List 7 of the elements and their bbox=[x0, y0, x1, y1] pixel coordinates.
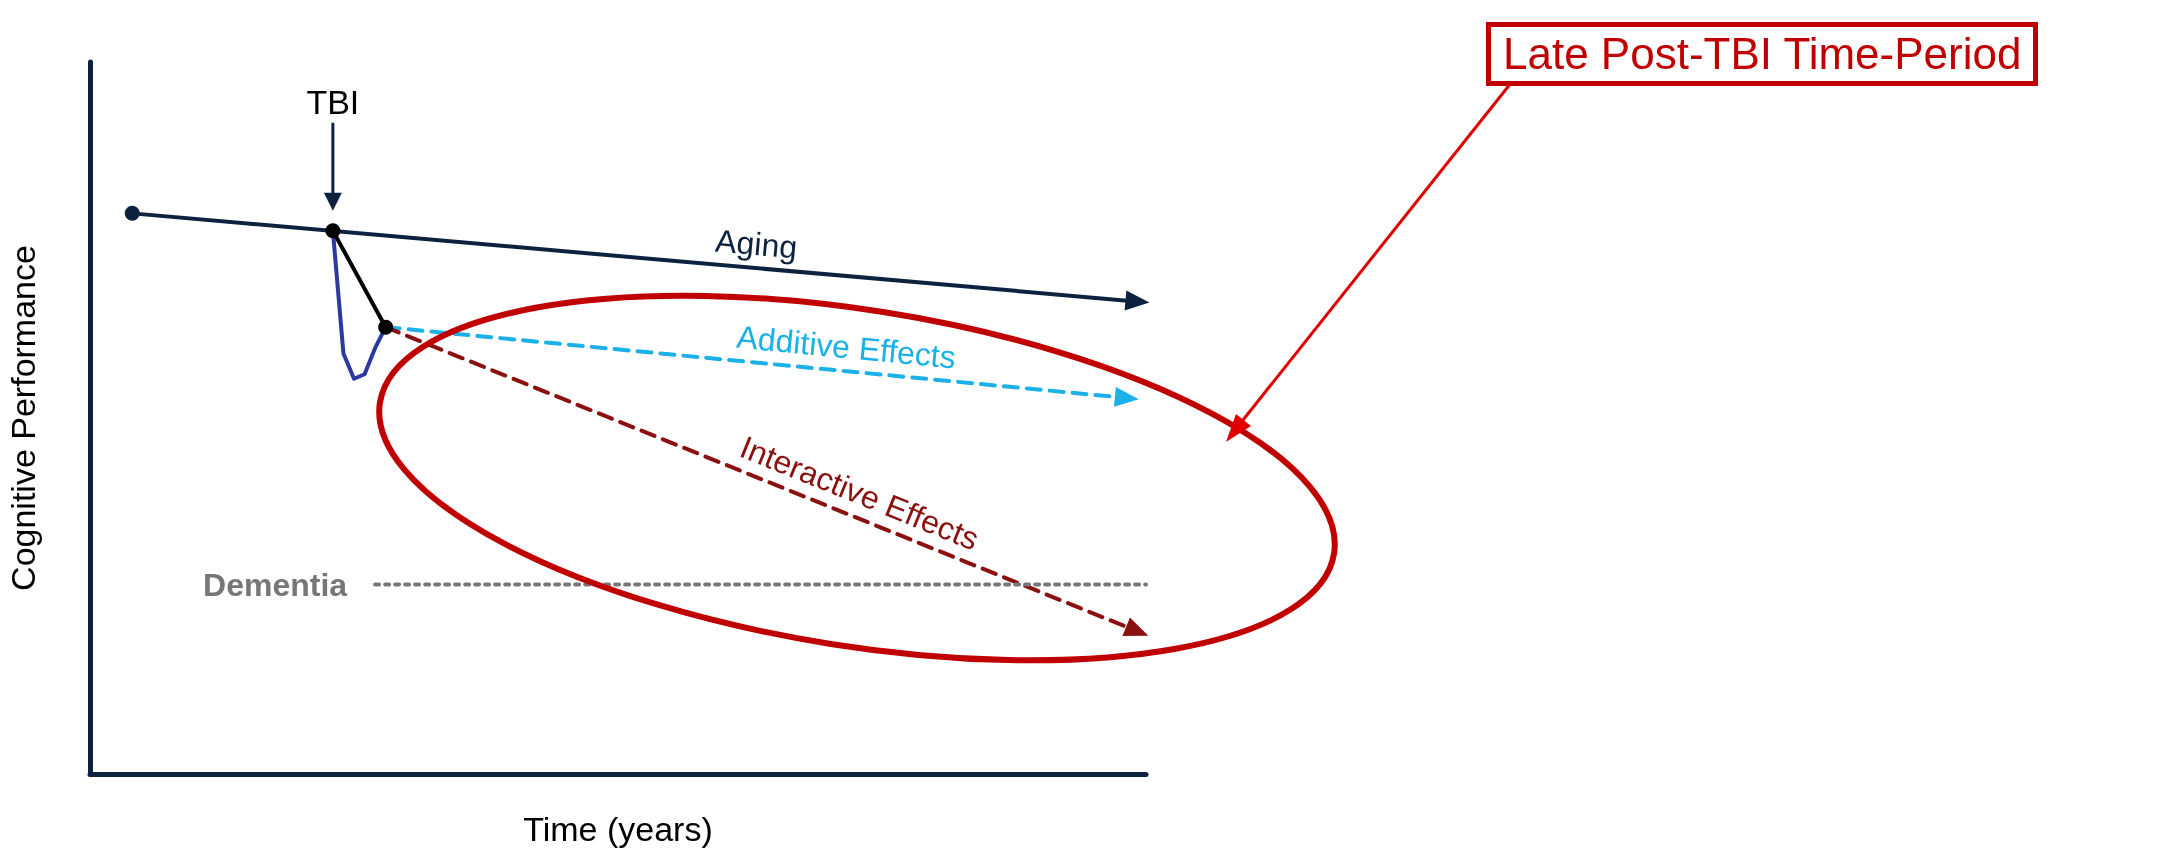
x-axis-title: Time (years) bbox=[523, 810, 713, 848]
text: Late Post-TBI Time-Period bbox=[1486, 22, 2039, 86]
series-label: Aging bbox=[714, 222, 799, 266]
text: Additive Effects bbox=[735, 318, 958, 376]
series-label: Dementia bbox=[203, 566, 348, 603]
text: TBI bbox=[306, 82, 360, 121]
y-axis-title: Cognitive Performance bbox=[4, 245, 42, 591]
